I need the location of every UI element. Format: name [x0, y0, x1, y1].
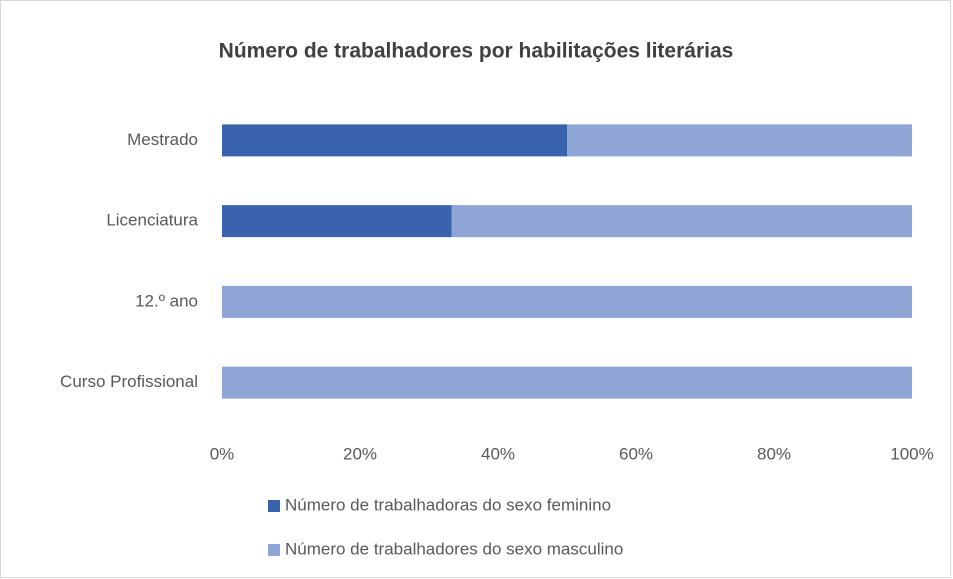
y-tick-label: 12.º ano [135, 291, 198, 310]
bar-segment [222, 285, 912, 318]
bar-segment [567, 124, 912, 157]
chart-title: Número de trabalhadores por habilitações… [219, 40, 734, 63]
x-tick-label: 100% [890, 444, 933, 463]
bar-segment [451, 205, 912, 238]
y-tick-label: Curso Profissional [60, 372, 198, 391]
legend-label: Número de trabalhadoras do sexo feminino [285, 495, 611, 514]
x-tick-label: 40% [481, 444, 515, 463]
legend-swatch [268, 500, 280, 512]
x-tick-label: 60% [619, 444, 653, 463]
x-tick-label: 0% [210, 444, 235, 463]
y-tick-label: Licenciatura [106, 211, 198, 230]
bar-segment [222, 124, 567, 157]
y-tick-label: Mestrado [127, 130, 198, 149]
legend-label: Número de trabalhadores do sexo masculin… [285, 539, 623, 558]
legend-swatch [268, 544, 280, 556]
bar-segment [222, 205, 452, 238]
bar-segment [222, 366, 912, 399]
x-tick-label: 80% [757, 444, 791, 463]
x-tick-label: 20% [343, 444, 377, 463]
